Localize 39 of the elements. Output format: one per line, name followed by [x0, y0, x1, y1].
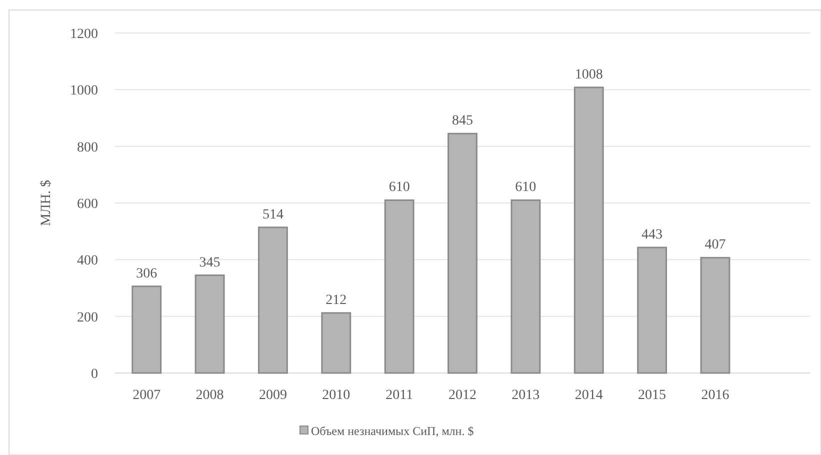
bar: [194, 274, 225, 374]
bar: [448, 132, 478, 374]
x-tick-label: 2011: [386, 388, 414, 403]
x-tick-label: 2013: [512, 388, 540, 403]
y-tick-label: 800: [77, 140, 98, 156]
x-tick-label: 2008: [196, 388, 224, 403]
x-tick-label: 2014: [574, 388, 603, 403]
data-label: 345: [199, 255, 220, 270]
bar: [637, 246, 668, 374]
y-tick-label: 1200: [70, 27, 98, 42]
data-label: 610: [515, 180, 536, 196]
x-tick-label: 2007: [132, 388, 161, 403]
bar: [574, 86, 604, 374]
y-tick-label: 0: [91, 367, 98, 382]
bar: [321, 312, 352, 374]
bar: [700, 256, 730, 374]
y-tick-label: 400: [77, 254, 98, 269]
y-tick-label: 1000: [70, 84, 98, 99]
x-tick-label: 2016: [701, 388, 730, 403]
data-label: 306: [136, 266, 158, 282]
data-label: 1008: [574, 67, 603, 82]
bar: [132, 286, 162, 374]
data-label: 610: [388, 180, 410, 196]
y-tick-label: 200: [77, 310, 98, 326]
x-tick-label: 2010: [322, 388, 350, 403]
bar: [384, 199, 414, 374]
x-tick-label: 2015: [638, 388, 666, 403]
bar: [258, 226, 288, 374]
data-label: 407: [704, 238, 726, 253]
data-label: 845: [452, 114, 473, 129]
x-tick-label: 2009: [258, 388, 287, 403]
y-axis-title: МЛН. $: [39, 180, 54, 226]
legend-label: Объем незначимых СиП, млн. $: [311, 424, 474, 438]
x-tick-label: 2012: [448, 388, 476, 403]
bar: [510, 199, 541, 374]
data-label: 443: [642, 227, 663, 242]
y-tick-label: 600: [77, 197, 98, 212]
data-label: 212: [326, 292, 347, 308]
data-label: 514: [262, 207, 284, 222]
